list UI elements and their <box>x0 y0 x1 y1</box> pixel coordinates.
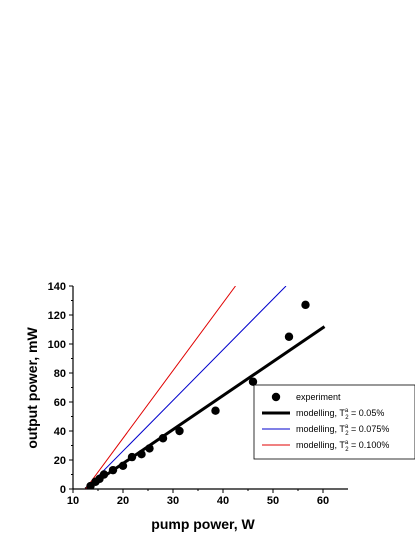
data-point <box>145 444 154 453</box>
y-tick-label: 140 <box>48 281 66 293</box>
y-tick-label: 0 <box>60 484 66 496</box>
y-tick-label: 60 <box>54 397 66 409</box>
axes: 10 20 30 40 50 60 0 20 40 60 80 100 120 140 <box>48 281 348 507</box>
legend-label-3: modelling, Ta 2 = 0.100% <box>296 440 389 453</box>
y-tick-label: 40 <box>54 426 66 438</box>
data-point <box>175 426 184 436</box>
x-tick-label: 30 <box>167 495 179 507</box>
data-point <box>211 406 220 415</box>
series-line-2 <box>85 286 287 489</box>
legend-label-0: experiment <box>296 392 341 402</box>
data-point <box>99 470 109 479</box>
x-tick-label: 50 <box>267 495 279 507</box>
y-tick-label: 120 <box>48 310 66 322</box>
y-tick-label: 20 <box>54 455 66 467</box>
x-tick-label: 20 <box>117 495 129 507</box>
series-layer <box>84 286 326 489</box>
series-line-1 <box>84 325 326 489</box>
data-point <box>127 452 137 462</box>
x-tick-label: 10 <box>67 495 79 507</box>
y-tick-label: 80 <box>54 368 66 380</box>
legend-label-2: modelling, Ta 2 = 0.075% <box>296 424 389 437</box>
x-axis-title: pump power, W <box>151 516 255 532</box>
legend-label-1: modelling, Ta 2 = 0.05% <box>296 408 384 421</box>
data-point <box>248 377 258 386</box>
series-line-3 <box>85 286 236 489</box>
data-point <box>284 332 294 341</box>
data-point <box>118 461 128 470</box>
y-tick-label: 100 <box>48 339 66 351</box>
legend-box <box>253 384 415 460</box>
x-tick-label: 60 <box>317 495 329 507</box>
y-axis-title: output power, mW <box>24 327 40 449</box>
data-point <box>108 465 118 475</box>
x-tick-label: 40 <box>217 495 229 507</box>
legend: experiment modelling, Ta 2 = 0.05% modellin… <box>253 384 415 460</box>
data-point <box>158 434 168 443</box>
data-point <box>137 450 146 459</box>
data-point <box>301 300 310 310</box>
legend-marker-experiment <box>271 392 281 402</box>
